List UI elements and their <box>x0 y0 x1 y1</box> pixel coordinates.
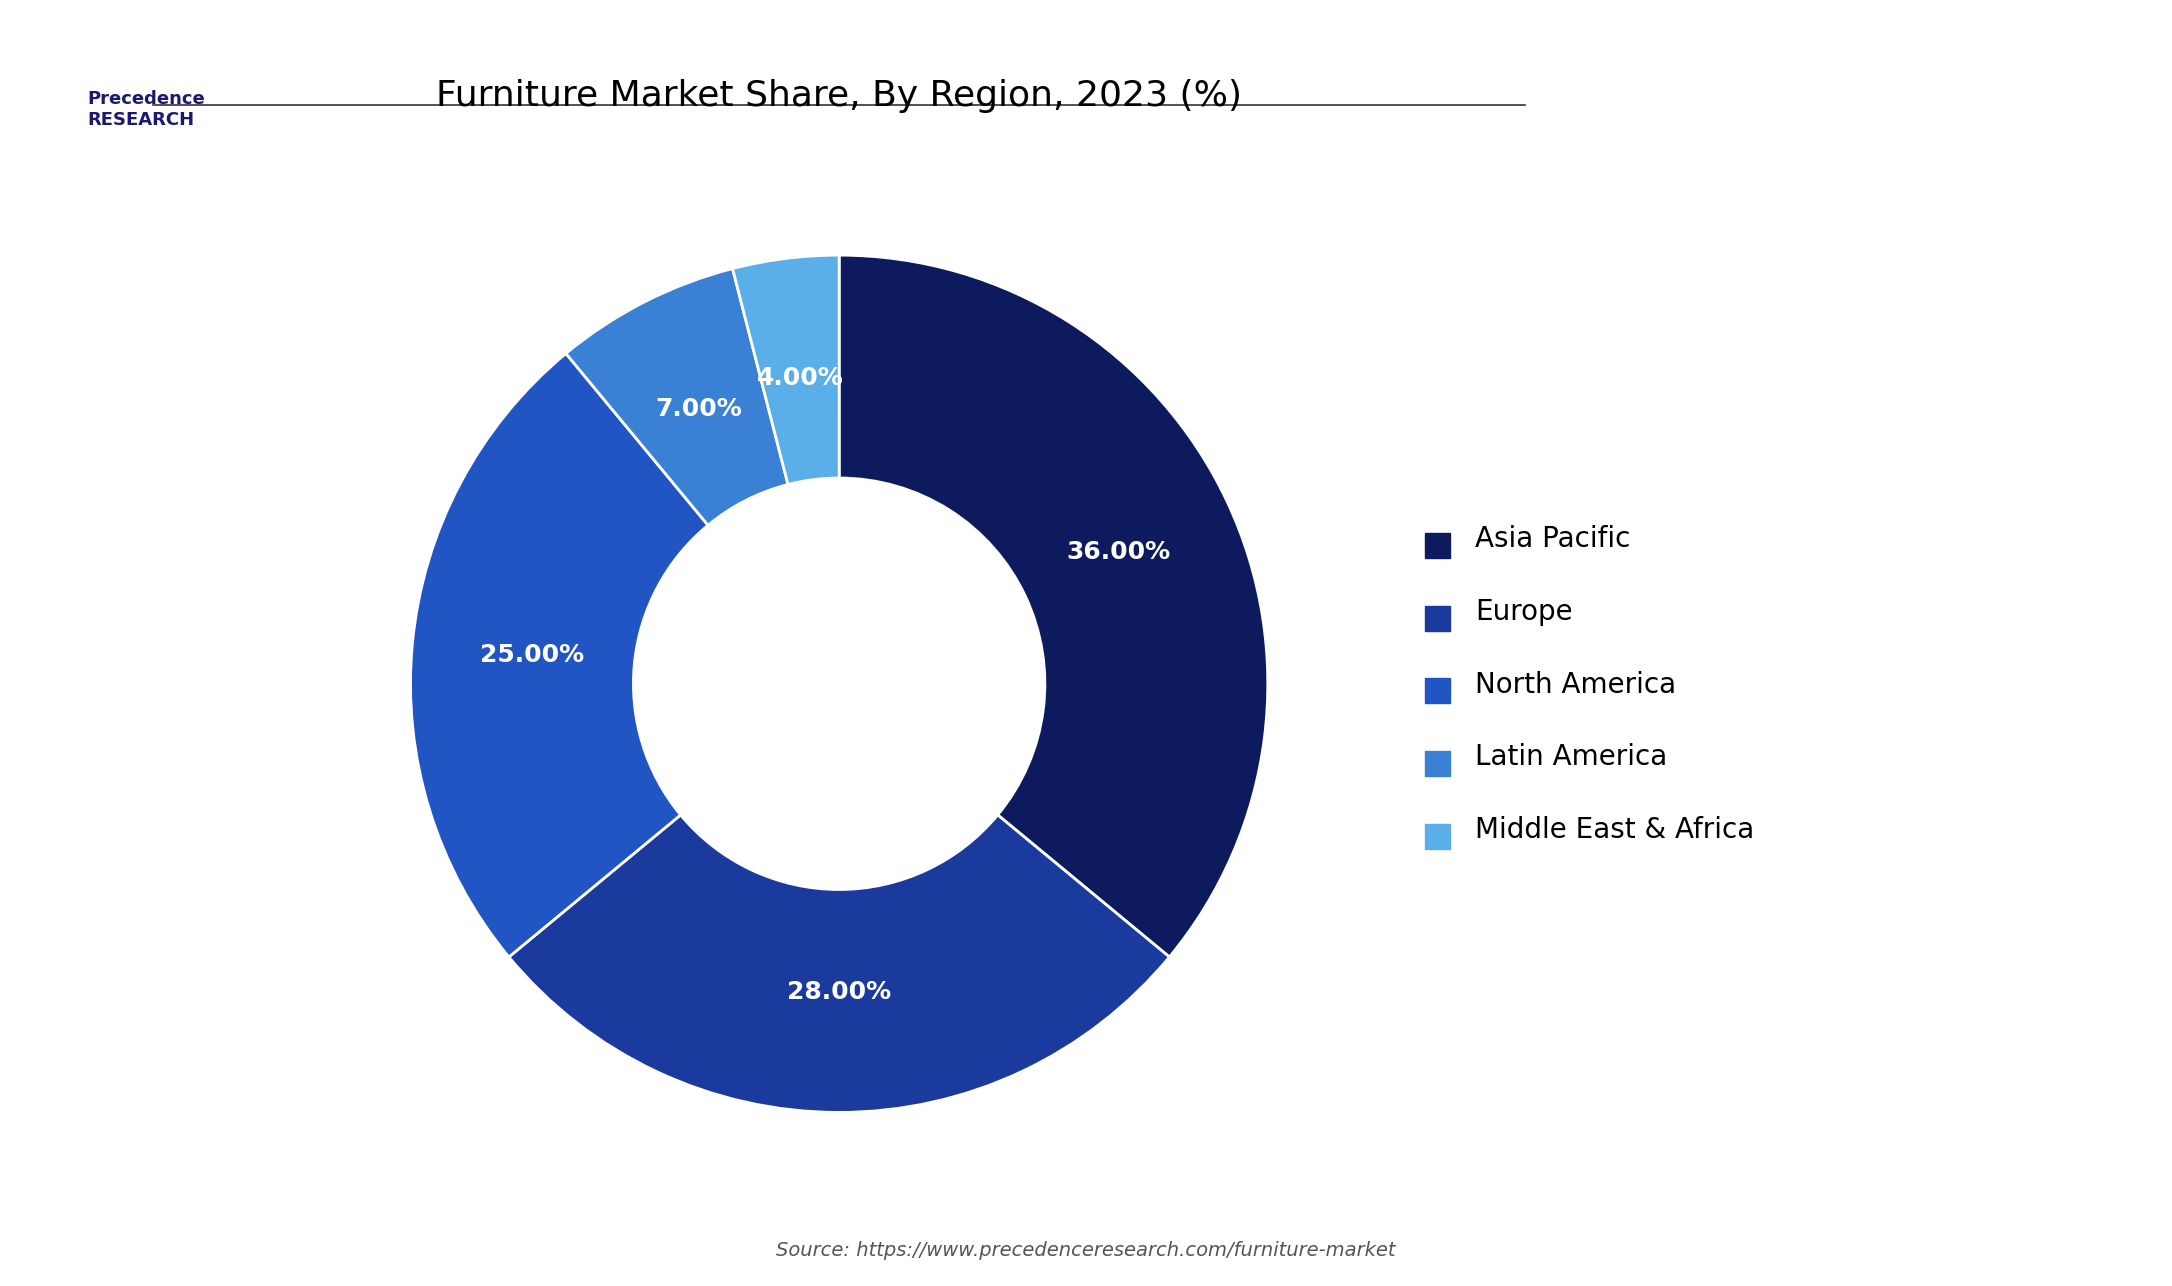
Wedge shape <box>838 255 1268 957</box>
Text: Source: https://www.precedenceresearch.com/furniture-market: Source: https://www.precedenceresearch.c… <box>775 1241 1397 1260</box>
Text: 28.00%: 28.00% <box>786 980 891 1004</box>
Wedge shape <box>411 354 708 957</box>
Text: 7.00%: 7.00% <box>656 397 743 421</box>
Legend: Asia Pacific, Europe, North America, Latin America, Middle East & Africa: Asia Pacific, Europe, North America, Lat… <box>1412 505 1768 863</box>
Wedge shape <box>567 269 788 525</box>
Text: 4.00%: 4.00% <box>758 365 845 390</box>
Wedge shape <box>732 255 838 485</box>
Text: 25.00%: 25.00% <box>480 643 584 666</box>
Text: 36.00%: 36.00% <box>1066 540 1171 565</box>
Text: Precedence
RESEARCH: Precedence RESEARCH <box>87 90 204 129</box>
Wedge shape <box>508 815 1169 1112</box>
Title: Furniture Market Share, By Region, 2023 (%): Furniture Market Share, By Region, 2023 … <box>437 80 1242 113</box>
